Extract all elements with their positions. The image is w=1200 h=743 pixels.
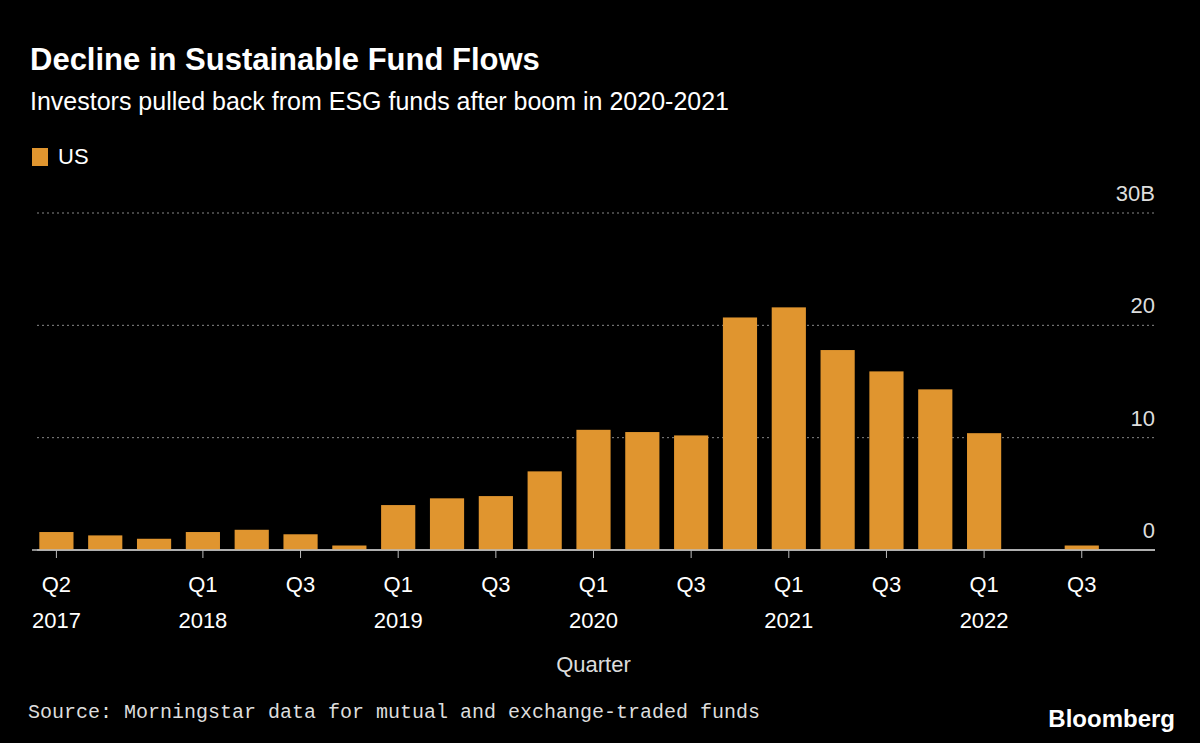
x-tick-label: Q3 — [676, 572, 705, 597]
x-tick-label-line: 2020 — [569, 608, 618, 633]
x-tick-label-line: Q3 — [481, 572, 510, 597]
bar — [576, 430, 610, 550]
x-tick-label: Q3 — [1067, 572, 1096, 597]
y-tick-label: 30B — [1116, 181, 1155, 206]
bar — [186, 532, 220, 550]
chart: Decline in Sustainable Fund Flows Investo… — [0, 0, 1200, 743]
x-tick — [788, 550, 789, 558]
x-tick-label: Q2 2017 — [32, 572, 81, 633]
source: Source: Morningstar data for mutual and … — [28, 701, 760, 724]
subtitle: Investors pulled back from ESG funds aft… — [30, 87, 729, 115]
bar — [869, 371, 903, 550]
x-tick — [202, 550, 203, 558]
bar — [772, 307, 806, 550]
x-tick — [300, 550, 301, 558]
background — [0, 0, 1200, 743]
x-tick — [886, 550, 887, 558]
x-tick-label: Q1 2021 — [764, 572, 813, 633]
legend-label: US — [58, 144, 89, 169]
x-tick-label-line: 2017 — [32, 608, 81, 633]
x-tick-label: Q1 2018 — [178, 572, 227, 633]
bar — [430, 498, 464, 550]
bar — [381, 505, 415, 550]
y-tick-label: 0 — [1143, 518, 1155, 543]
credit: Bloomberg — [1048, 705, 1175, 732]
x-tick — [691, 550, 692, 558]
x-tick-label: Q1 2019 — [374, 572, 423, 633]
bar — [283, 534, 317, 550]
bar — [39, 532, 73, 550]
x-tick-label: Q1 2022 — [960, 572, 1009, 633]
bar — [821, 350, 855, 550]
x-tick-label: Q1 2020 — [569, 572, 618, 633]
x-tick-label-line: Q3 — [676, 572, 705, 597]
x-tick-label-line: 2021 — [764, 608, 813, 633]
x-tick-label-line: Q1 — [774, 572, 803, 597]
x-tick-label-line: 2018 — [178, 608, 227, 633]
bar — [479, 496, 513, 550]
x-tick — [495, 550, 496, 558]
x-tick — [398, 550, 399, 558]
x-tick-label-line: 2022 — [960, 608, 1009, 633]
bar — [137, 539, 171, 550]
x-tick — [1081, 550, 1082, 558]
bar — [723, 317, 757, 550]
x-tick-label-line: Q2 — [42, 572, 71, 597]
x-tick-label-line: Q1 — [188, 572, 217, 597]
x-tick-label-line: 2019 — [374, 608, 423, 633]
bars — [39, 307, 1099, 550]
x-tick — [56, 550, 57, 558]
bar — [88, 535, 122, 550]
x-axis-label: Quarter — [556, 652, 631, 677]
x-tick-label: Q3 — [481, 572, 510, 597]
bar — [235, 530, 269, 550]
x-tick-label: Q3 — [286, 572, 315, 597]
y-tick-label: 20 — [1131, 293, 1155, 318]
grid-line — [37, 325, 1155, 326]
x-tick-label-line: Q1 — [579, 572, 608, 597]
bar — [625, 432, 659, 550]
x-tick-label-line: Q3 — [286, 572, 315, 597]
x-tick-label: Q3 — [872, 572, 901, 597]
bar — [674, 435, 708, 550]
bar — [967, 433, 1001, 550]
y-tick-label: 10 — [1131, 406, 1155, 431]
grid-line — [37, 213, 1155, 214]
x-tick-label-line: Q3 — [872, 572, 901, 597]
bar — [918, 389, 952, 550]
legend-swatch — [32, 148, 48, 166]
x-tick-label-line: Q1 — [969, 572, 998, 597]
x-tick-label-line: Q3 — [1067, 572, 1096, 597]
x-tick — [593, 550, 594, 558]
title: Decline in Sustainable Fund Flows — [30, 42, 540, 77]
x-tick — [984, 550, 985, 558]
x-tick-label-line: Q1 — [384, 572, 413, 597]
bar — [528, 471, 562, 550]
